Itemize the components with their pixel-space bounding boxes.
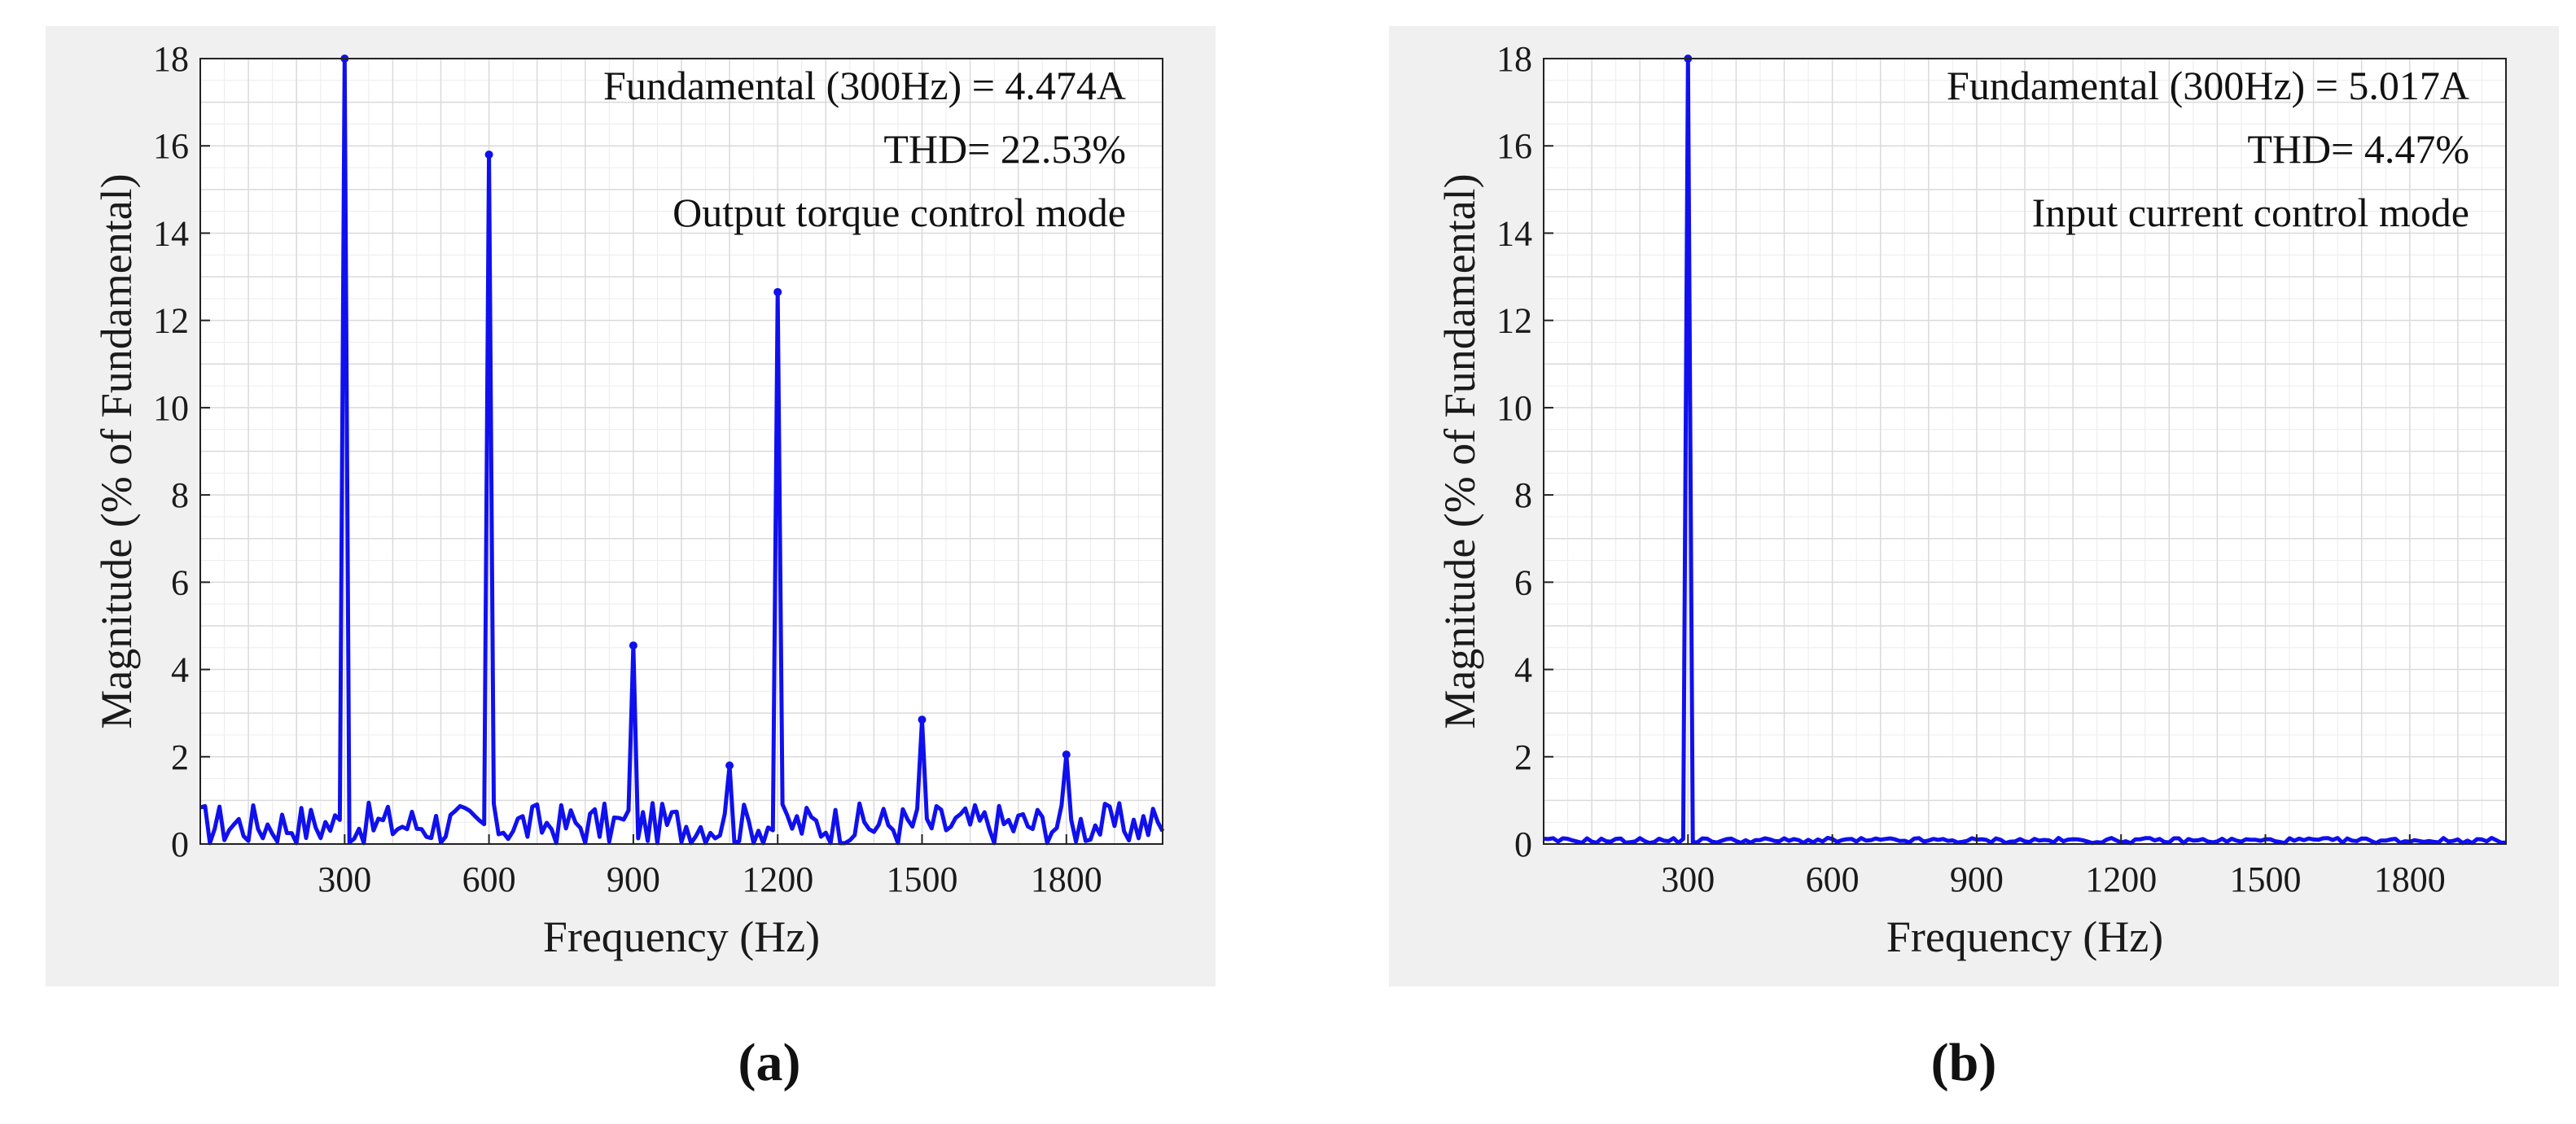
x-tick-label: 1800 [1031,859,1102,899]
y-tick-label: 6 [171,562,189,602]
x-tick-label: 300 [318,859,371,899]
x-tick-label: 1200 [2085,859,2157,899]
y-tick-label: 0 [1514,824,1532,864]
x-tick-label: 1500 [2230,859,2302,899]
y-tick-label: 8 [171,475,189,515]
x-tick-label: 300 [1661,859,1715,899]
harmonic-peak-marker [918,715,927,724]
y-tick-label: 14 [1496,213,1532,253]
harmonic-peak-marker [484,150,493,159]
panel-caption-b: (b) [1930,1033,1997,1092]
x-axis-label: Frequency (Hz) [1886,912,2163,961]
harmonic-peak-marker [773,287,782,296]
chart-panel-a: 0 2 4 6 8 10 12 14 16 18 300 600 900 1200 1500 1800 Freq… [46,26,1216,986]
y-tick-label: 16 [1496,126,1532,166]
y-tick-label: 8 [1514,475,1532,515]
x-tick-label: 600 [462,859,516,899]
chart-annotation: Output torque control mode [672,190,1126,235]
x-axis-label: Frequency (Hz) [543,912,820,961]
y-tick-label: 18 [1496,39,1532,79]
harmonic-peak-marker [1062,750,1071,759]
chart-panel-b: 0 2 4 6 8 10 12 14 16 18 300 600 900 1200 1500 1800 Freq… [1389,26,2559,986]
y-tick-label: 12 [153,301,189,341]
y-tick-label: 4 [1514,650,1532,690]
chart-annotation: Input current control mode [2032,190,2469,235]
y-tick-label: 2 [171,737,189,777]
y-tick-label: 10 [153,388,189,428]
harmonic-peak-marker [629,641,637,650]
chart-b-svg: 0 2 4 6 8 10 12 14 16 18 300 600 900 1200 1500 1800 Freq… [1435,39,2507,961]
x-tick-label: 1200 [742,859,813,899]
y-axis-label: Magnitude (% of Fundamental) [1435,173,1484,728]
y-tick-label: 4 [171,650,189,690]
axes-frame [1543,58,2507,845]
chart-annotation: THD= 4.47% [2247,126,2469,172]
grid [200,59,1163,844]
y-tick-label: 12 [1496,301,1532,341]
chart-annotation: Fundamental (300Hz) = 5.017A [1947,63,2469,108]
spectrum-line [1543,56,2507,846]
chart-a-svg: 0 2 4 6 8 10 12 14 16 18 300 600 900 1200 1500 1800 Freq… [92,39,1165,961]
axes-frame [199,58,1163,845]
y-tick-label: 18 [153,39,189,79]
harmonic-peak-marker [725,761,734,770]
y-tick-label: 0 [171,824,189,864]
y-tick-label: 14 [153,213,189,253]
x-tick-label: 1800 [2374,859,2446,899]
y-tick-label: 2 [1514,737,1532,777]
y-tick-label: 10 [1496,388,1532,428]
y-axis-label: Magnitude (% of Fundamental) [92,173,141,728]
panel-caption-a: (a) [738,1033,801,1092]
chart-annotation: Fundamental (300Hz) = 4.474A [603,63,1126,108]
y-tick-label: 6 [1514,562,1532,602]
x-tick-label: 600 [1806,859,1860,899]
spectrum-line [199,56,1165,846]
x-tick-label: 900 [607,859,660,899]
y-tick-label: 16 [153,126,189,166]
chart-annotation: THD= 22.53% [883,126,1126,172]
x-tick-label: 900 [1950,859,2004,899]
x-tick-label: 1500 [887,859,958,899]
grid [1544,59,2506,844]
